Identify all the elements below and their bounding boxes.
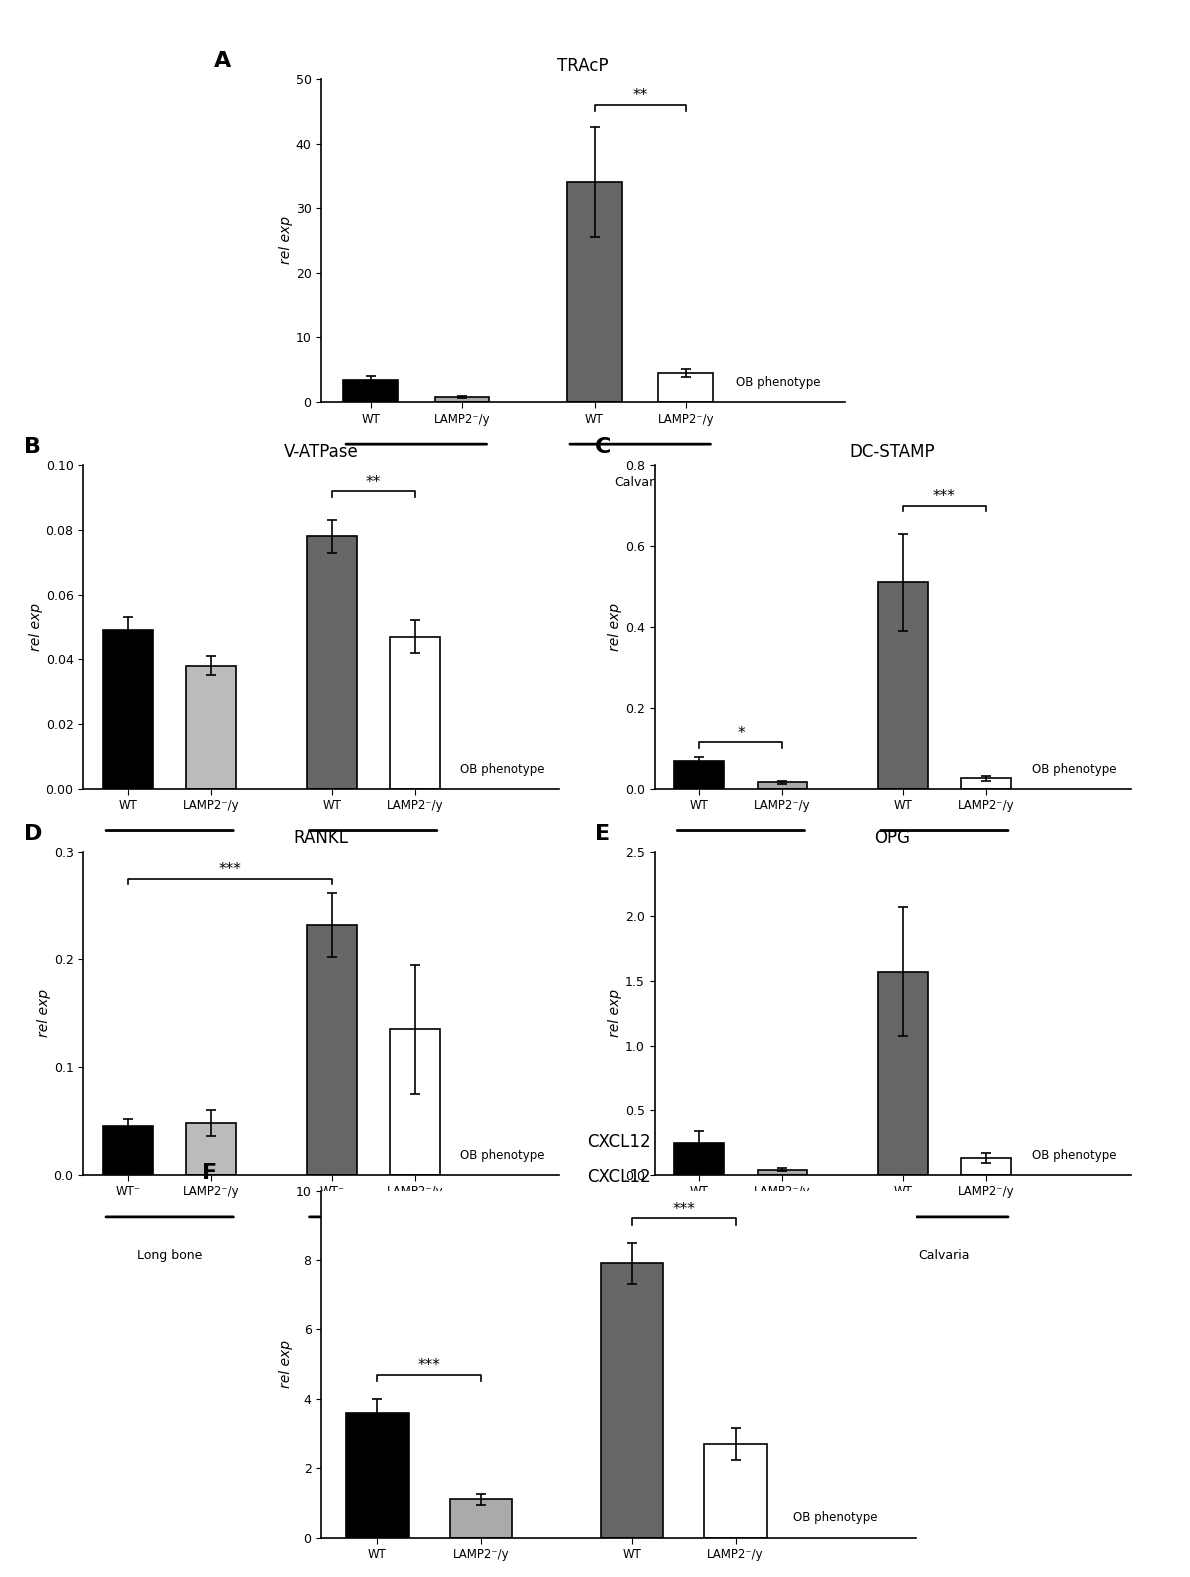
Bar: [878, 971, 928, 1175]
Text: Long bone: Long bone: [708, 1249, 774, 1262]
Bar: [390, 1030, 439, 1175]
Text: OB phenotype: OB phenotype: [1032, 763, 1116, 776]
Bar: [675, 762, 725, 788]
Text: ***: ***: [933, 489, 956, 505]
Bar: [346, 1413, 408, 1538]
Title: OPG: OPG: [875, 830, 910, 847]
Text: Long bone: Long bone: [383, 476, 449, 489]
Text: Long bone: Long bone: [708, 863, 774, 875]
Text: OB phenotype: OB phenotype: [1032, 1150, 1116, 1162]
Text: Long bone: Long bone: [137, 1249, 202, 1262]
Text: **: **: [633, 88, 647, 104]
Text: ***: ***: [219, 863, 242, 877]
Y-axis label: rel exp: rel exp: [608, 602, 622, 651]
Text: OB phenotype: OB phenotype: [461, 1150, 545, 1162]
Text: OB phenotype: OB phenotype: [737, 377, 821, 390]
Bar: [187, 665, 236, 788]
Text: Calvaria: Calvaria: [614, 476, 666, 489]
Bar: [434, 397, 489, 402]
Bar: [658, 374, 713, 402]
Bar: [758, 1170, 807, 1175]
Bar: [104, 1126, 154, 1175]
Y-axis label: rel exp: rel exp: [278, 1340, 293, 1388]
Title: CXCL12: CXCL12: [587, 1169, 651, 1186]
Y-axis label: rel exp: rel exp: [608, 989, 622, 1038]
Bar: [962, 779, 1010, 788]
Title: DC-STAMP: DC-STAMP: [850, 443, 935, 460]
Text: C: C: [595, 437, 612, 457]
Bar: [962, 1158, 1010, 1175]
Text: Long bone: Long bone: [137, 863, 202, 875]
Text: F: F: [202, 1162, 218, 1183]
Text: Calvaria: Calvaria: [919, 1249, 970, 1262]
Bar: [758, 782, 807, 788]
Text: CXCL12: CXCL12: [587, 1134, 651, 1151]
Bar: [307, 924, 357, 1175]
Text: ***: ***: [418, 1358, 440, 1374]
Text: ***: ***: [672, 1202, 695, 1217]
Bar: [343, 380, 399, 402]
Title: V-ATPase: V-ATPase: [284, 443, 358, 460]
Bar: [450, 1500, 513, 1538]
Text: OB phenotype: OB phenotype: [461, 763, 545, 776]
Title: TRAcP: TRAcP: [557, 57, 609, 74]
Text: Calvaria: Calvaria: [919, 863, 970, 875]
Bar: [675, 1142, 725, 1175]
Bar: [704, 1445, 766, 1538]
Bar: [104, 631, 154, 788]
Bar: [187, 1123, 236, 1175]
Text: Calvaria: Calvaria: [347, 863, 399, 875]
Text: OB phenotype: OB phenotype: [793, 1511, 877, 1523]
Text: B: B: [24, 437, 40, 457]
Text: A: A: [214, 50, 231, 71]
Bar: [307, 536, 357, 788]
Text: *: *: [737, 725, 745, 741]
Text: **: **: [365, 475, 381, 490]
Text: E: E: [595, 823, 610, 844]
Text: Calvaria: Calvaria: [347, 1249, 399, 1262]
Bar: [390, 637, 439, 788]
Title: RANKL: RANKL: [294, 830, 349, 847]
Bar: [568, 183, 622, 402]
Y-axis label: rel exp: rel exp: [278, 216, 293, 265]
Y-axis label: rel exp: rel exp: [37, 989, 51, 1038]
Text: D: D: [24, 823, 42, 844]
Bar: [601, 1263, 663, 1538]
Bar: [878, 582, 928, 788]
Y-axis label: rel exp: rel exp: [29, 602, 43, 651]
